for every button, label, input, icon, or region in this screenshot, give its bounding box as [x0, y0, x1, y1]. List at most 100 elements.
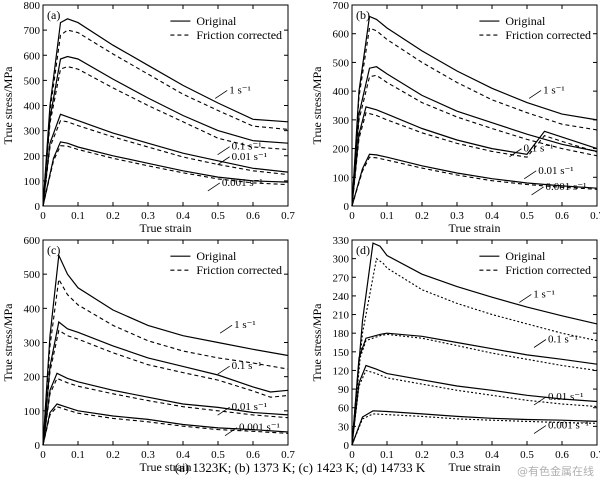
- rate-leader-line: [533, 396, 547, 406]
- series-original-line: [42, 141, 289, 207]
- rate-leader-line: [509, 148, 522, 158]
- panel-3: 0 0.1 0.2 0.3 0.4 0.5 0.6 0.7 0 30 60 90 120 150 180 21…: [310, 235, 600, 474]
- y-axis-label: True stress/MPa: [1, 303, 15, 382]
- rate-leader-line: [214, 90, 228, 99]
- y-tick-label: 330: [333, 235, 350, 247]
- y-tick-label: 600: [24, 50, 41, 62]
- x-tick-label: 0.7: [281, 449, 295, 461]
- legend-label-original: Original: [505, 14, 546, 28]
- x-tick-label: 0.5: [211, 449, 225, 461]
- x-tick-label: 0.3: [141, 210, 155, 222]
- series-corrected-line: [42, 377, 289, 446]
- rate-leader-line: [224, 427, 238, 436]
- y-tick-label: 500: [24, 75, 41, 87]
- rate-leader-line: [217, 146, 230, 156]
- rate-label: 0.001 s⁻¹: [546, 181, 587, 193]
- x-tick-label: 0.5: [211, 210, 225, 222]
- rate-leader-line: [531, 186, 544, 196]
- series-original-line: [351, 242, 598, 446]
- series-corrected-line: [42, 406, 289, 446]
- x-axis-label: True strain: [449, 221, 501, 235]
- x-tick-label: 0.6: [246, 449, 260, 461]
- legend-label-corrected: Friction corrected: [196, 28, 282, 42]
- y-tick-label: 0: [35, 201, 41, 213]
- rate-leader-line: [519, 294, 532, 303]
- rate-label: 0.001 s⁻¹: [239, 422, 280, 434]
- y-tick-label: 700: [24, 25, 41, 37]
- y-tick-label: 500: [333, 57, 350, 69]
- rate-label: 0.1 s⁻¹: [232, 360, 262, 372]
- series-corrected-line: [351, 369, 598, 446]
- series-original-line: [351, 153, 598, 207]
- panel-0: 0 0.1 0.2 0.3 0.4 0.5 0.6 0.7 0 100 200 300 400 500 60…: [1, 0, 295, 235]
- series-corrected-line: [42, 66, 289, 207]
- series-original-line: [351, 332, 598, 446]
- series-corrected-line: [42, 119, 289, 207]
- y-tick-label: 400: [333, 86, 350, 98]
- rate-leader-line: [533, 425, 547, 434]
- y-tick-label: 600: [333, 29, 350, 41]
- x-tick-label: 0.1: [380, 210, 394, 222]
- y-tick-label: 100: [24, 406, 41, 418]
- series-original-line: [42, 372, 289, 446]
- x-tick-label: 0.4: [176, 210, 190, 222]
- x-tick-label: 0.4: [485, 210, 499, 222]
- y-tick-label: 800: [24, 0, 41, 12]
- x-tick-label: 0.6: [555, 210, 569, 222]
- series-original-line: [42, 113, 289, 207]
- x-axis-label: True strain: [449, 460, 501, 474]
- legend-label-corrected: Friction corrected: [505, 28, 591, 42]
- y-tick-label: 200: [333, 144, 350, 156]
- y-tick-label: 300: [24, 338, 41, 350]
- series-corrected-line: [351, 333, 598, 446]
- x-axis-label: True strain: [140, 460, 192, 474]
- series-corrected-line: [42, 329, 289, 446]
- rate-label: 0.01 s⁻¹: [232, 151, 267, 163]
- y-tick-label: 200: [24, 151, 41, 163]
- series-corrected-line: [351, 156, 598, 207]
- x-tick-label: 0.7: [590, 449, 600, 461]
- rate-label: 0.001 s⁻¹: [548, 420, 589, 432]
- y-axis-label: True stress/MPa: [310, 303, 324, 382]
- y-tick-label: 150: [333, 347, 350, 359]
- plot-frame: [351, 4, 598, 207]
- rate-leader-line: [219, 324, 233, 334]
- x-tick-label: 0.4: [176, 449, 190, 461]
- series-corrected-line: [42, 29, 289, 207]
- rate-label: 0.1 s⁻¹: [232, 141, 262, 153]
- figure-caption: (a) 1323K; (b) 1373 K; (c) 1423 K; (d) 1…: [174, 460, 426, 475]
- y-tick-label: 0: [344, 440, 350, 452]
- panel-1: 0 0.1 0.2 0.3 0.4 0.5 0.6 0.7 0 100 200 300 400 500 60…: [310, 0, 600, 235]
- y-tick-label: 400: [24, 101, 41, 113]
- x-tick-label: 0.3: [450, 210, 464, 222]
- rate-label: 0.01 s⁻¹: [232, 401, 267, 413]
- rate-label: 1 s⁻¹: [533, 288, 555, 300]
- series-original-line: [42, 55, 289, 207]
- y-tick-label: 60: [338, 403, 350, 415]
- y-tick-label: 30: [338, 421, 350, 433]
- y-tick-label: 120: [333, 365, 350, 377]
- rate-leader-line: [207, 182, 221, 192]
- plot-frame: [351, 239, 598, 446]
- series-original-line: [42, 18, 289, 207]
- series-original-line: [351, 15, 598, 207]
- y-tick-label: 100: [333, 172, 350, 184]
- panel-label: (b): [356, 8, 370, 22]
- rate-label: 1 s⁻¹: [234, 319, 256, 331]
- x-tick-label: 0: [349, 449, 355, 461]
- y-tick-label: 300: [24, 126, 41, 138]
- rate-label: 1 s⁻¹: [229, 84, 251, 96]
- series-original-line: [351, 410, 598, 446]
- rate-leader-line: [217, 156, 230, 166]
- series-corrected-line: [351, 413, 598, 446]
- rate-leader-line: [523, 170, 537, 180]
- series-corrected-line: [42, 277, 289, 446]
- y-tick-label: 180: [333, 328, 350, 340]
- panel-label: (c): [47, 243, 60, 257]
- legend-label-original: Original: [505, 249, 546, 263]
- series-original-line: [351, 66, 598, 207]
- legend-label-original: Original: [196, 249, 237, 263]
- x-tick-label: 0.7: [590, 210, 600, 222]
- series-original-line: [351, 364, 598, 446]
